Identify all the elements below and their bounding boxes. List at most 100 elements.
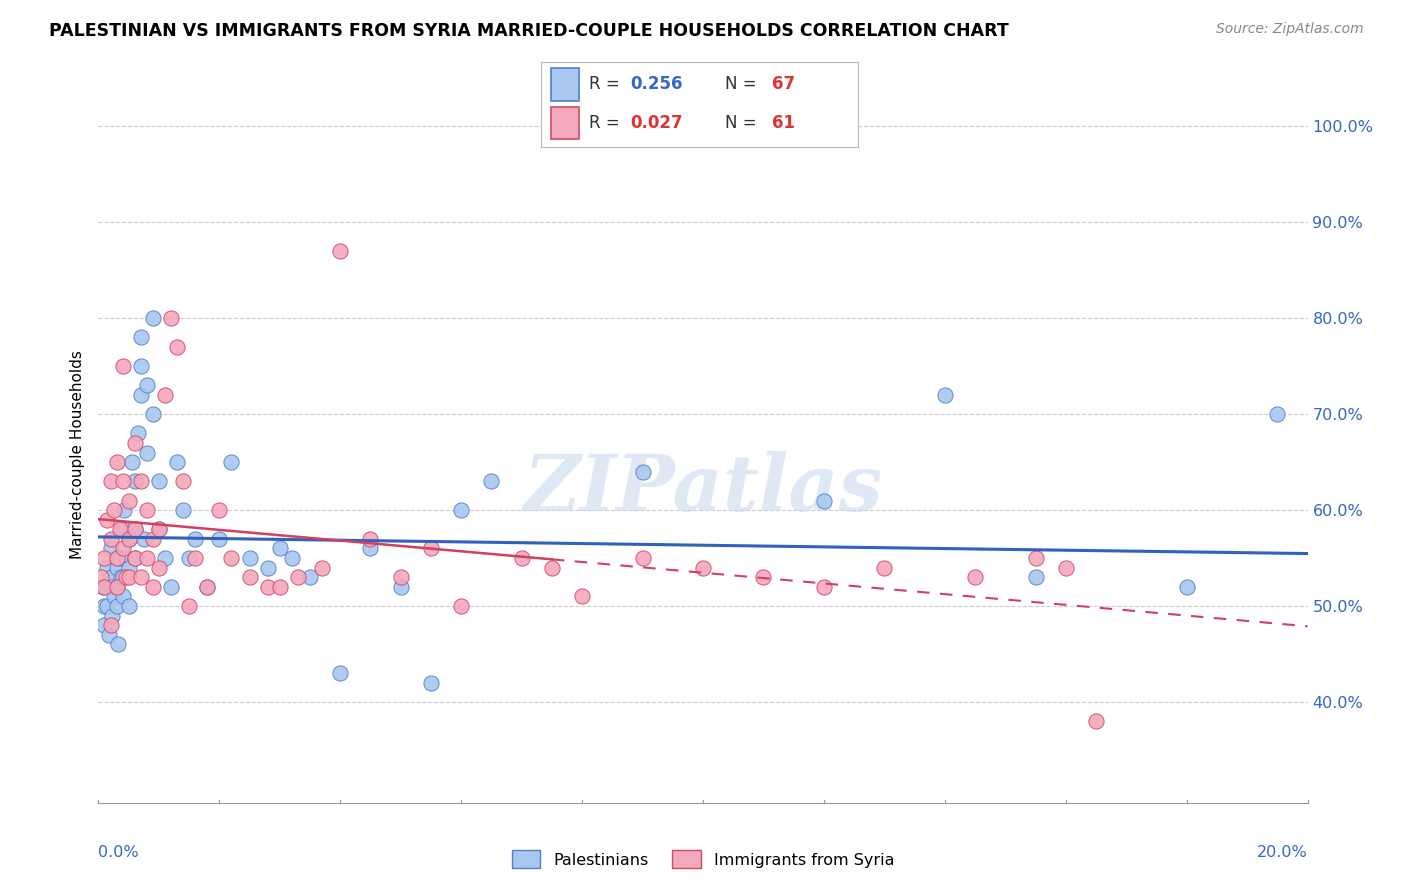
Point xyxy=(98,628,121,642)
Point xyxy=(287,570,309,584)
Point xyxy=(1054,560,1077,574)
Point xyxy=(105,580,128,594)
Point xyxy=(118,532,141,546)
Point xyxy=(281,551,304,566)
Point xyxy=(100,475,122,489)
Text: N =: N = xyxy=(725,76,762,94)
Point xyxy=(631,551,654,566)
Point xyxy=(153,551,176,566)
Point xyxy=(93,580,115,594)
Point xyxy=(124,522,146,536)
Point xyxy=(177,551,201,566)
Point xyxy=(1085,820,1108,834)
Text: R =: R = xyxy=(589,76,624,94)
FancyBboxPatch shape xyxy=(551,69,579,101)
Point xyxy=(129,475,152,489)
Point xyxy=(239,570,262,584)
Text: 0.027: 0.027 xyxy=(630,113,682,132)
Point xyxy=(813,580,835,594)
Point xyxy=(148,522,170,536)
Point xyxy=(127,426,149,441)
Point xyxy=(256,580,278,594)
Point xyxy=(135,551,157,566)
Point xyxy=(111,570,134,584)
Point xyxy=(118,532,141,546)
Point xyxy=(114,551,136,566)
Point xyxy=(118,599,141,613)
Point xyxy=(129,388,152,402)
Point xyxy=(111,590,134,604)
Point xyxy=(160,311,183,326)
Point xyxy=(105,455,128,469)
Point xyxy=(100,618,122,632)
Point xyxy=(124,522,146,536)
Point xyxy=(965,570,987,584)
Point xyxy=(571,590,593,604)
Point xyxy=(195,580,218,594)
Point xyxy=(129,570,152,584)
Point xyxy=(221,455,243,469)
Point xyxy=(1265,407,1288,421)
Point xyxy=(269,580,291,594)
Point xyxy=(419,541,441,556)
Point xyxy=(93,618,115,632)
Point xyxy=(100,532,122,546)
Point xyxy=(208,532,231,546)
Point xyxy=(105,599,128,613)
Point xyxy=(108,522,131,536)
Text: R =: R = xyxy=(589,113,624,132)
Point xyxy=(108,551,131,566)
FancyBboxPatch shape xyxy=(551,106,579,139)
Text: 0.0%: 0.0% xyxy=(98,845,139,860)
Point xyxy=(934,388,956,402)
Point xyxy=(96,513,118,527)
Point xyxy=(100,608,122,623)
Y-axis label: Married-couple Households: Married-couple Households xyxy=(69,351,84,559)
Point xyxy=(118,570,141,584)
Point xyxy=(311,560,333,574)
Point xyxy=(177,599,201,613)
Point xyxy=(121,455,143,469)
Point xyxy=(129,359,152,373)
Point xyxy=(1024,551,1046,566)
Point xyxy=(135,445,157,459)
Point xyxy=(299,570,322,584)
Point xyxy=(360,541,382,556)
Point xyxy=(110,570,132,584)
Point xyxy=(184,551,207,566)
Point xyxy=(90,570,112,584)
Point xyxy=(103,503,125,517)
Point xyxy=(813,493,835,508)
Point xyxy=(540,560,562,574)
Point xyxy=(124,551,146,566)
Point xyxy=(105,560,128,574)
Point xyxy=(873,560,896,574)
Point xyxy=(752,570,775,584)
Point xyxy=(148,475,170,489)
Point xyxy=(148,560,170,574)
Point xyxy=(510,551,533,566)
Point xyxy=(389,580,412,594)
Point xyxy=(124,551,146,566)
Point xyxy=(91,580,114,594)
Point xyxy=(166,455,188,469)
Point xyxy=(112,503,135,517)
Point xyxy=(142,580,165,594)
Text: PALESTINIAN VS IMMIGRANTS FROM SYRIA MARRIED-COUPLE HOUSEHOLDS CORRELATION CHART: PALESTINIAN VS IMMIGRANTS FROM SYRIA MAR… xyxy=(49,22,1010,40)
Point xyxy=(93,599,115,613)
Point xyxy=(118,493,141,508)
Point xyxy=(100,570,122,584)
Point xyxy=(93,551,115,566)
Point xyxy=(142,407,165,421)
Point xyxy=(389,570,412,584)
Point xyxy=(100,580,122,594)
Legend: Palestinians, Immigrants from Syria: Palestinians, Immigrants from Syria xyxy=(505,844,901,875)
Point xyxy=(450,599,472,613)
Point xyxy=(124,475,146,489)
Text: 0.256: 0.256 xyxy=(630,76,682,94)
Text: ZIPatlas: ZIPatlas xyxy=(523,451,883,528)
Text: 67: 67 xyxy=(772,76,796,94)
Point xyxy=(111,475,134,489)
Point xyxy=(221,551,243,566)
Point xyxy=(103,590,125,604)
